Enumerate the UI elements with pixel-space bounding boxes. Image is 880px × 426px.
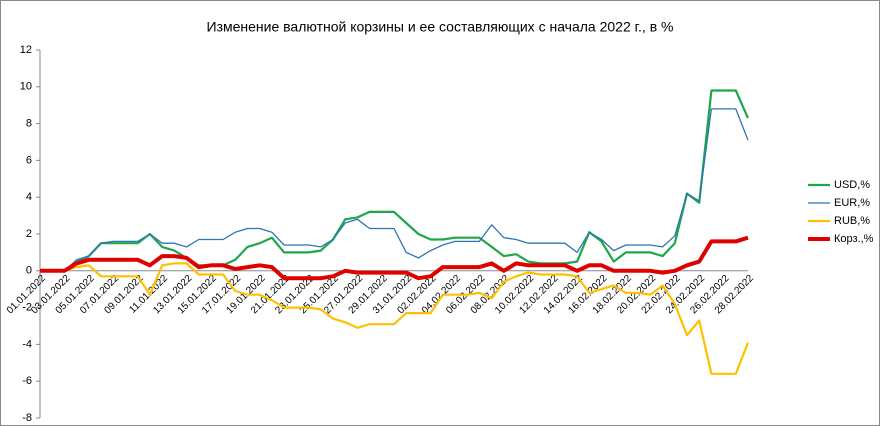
series-line [40,262,750,375]
y-tick-label: -8 [22,412,32,424]
y-tick-label: 2 [26,228,32,240]
series-line [40,89,750,272]
legend-label: RUB,% [834,215,870,227]
y-tick-label: -2 [22,302,32,314]
series-line [40,235,749,281]
y-tick-label: -6 [22,375,32,387]
y-tick-label: 4 [26,191,32,203]
legend-label: Корз.,% [834,233,874,245]
legend-label: USD,% [834,179,870,191]
y-tick-label: -4 [22,338,32,350]
legend-label: EUR,% [834,197,870,209]
y-tick-label: 8 [26,118,32,130]
series-line [40,108,749,272]
chart-title: Изменение валютной корзины и ее составля… [207,19,674,35]
y-tick-label: 6 [26,154,32,166]
y-tick-label: 12 [20,44,32,56]
y-tick-label: 0 [26,265,32,277]
y-tick-label: 10 [20,81,32,93]
